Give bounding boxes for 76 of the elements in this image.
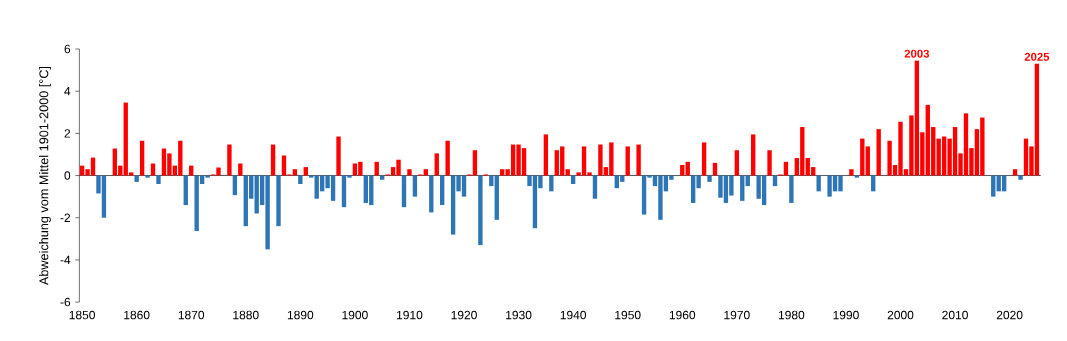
y-tick-label: 6 bbox=[64, 44, 71, 54]
bar bbox=[440, 175, 445, 206]
bar bbox=[767, 150, 772, 176]
bar bbox=[543, 134, 549, 176]
x-tick-label: 1930 bbox=[506, 310, 532, 320]
bar bbox=[789, 175, 794, 203]
bar bbox=[412, 175, 418, 197]
x-tick-label: 1960 bbox=[669, 310, 696, 320]
bar bbox=[478, 175, 483, 246]
x-tick-label: 1890 bbox=[287, 310, 314, 320]
y-tick-label: -4 bbox=[60, 255, 71, 264]
bar bbox=[865, 146, 870, 176]
x-tick-label: 1910 bbox=[397, 310, 423, 320]
y-axis-title: Abweichung vom Mittel 1901-2000 [°C] bbox=[39, 66, 51, 286]
bar bbox=[150, 163, 156, 176]
annotation: 2003 bbox=[904, 49, 930, 58]
x-tick-label: 1850 bbox=[69, 310, 95, 320]
bar bbox=[445, 140, 450, 176]
y-tick-label: -2 bbox=[60, 213, 71, 222]
bar bbox=[636, 144, 641, 176]
bar bbox=[494, 175, 499, 220]
bar bbox=[401, 175, 407, 208]
bar bbox=[303, 167, 308, 176]
x-tick-label: 1990 bbox=[833, 310, 859, 320]
bar bbox=[183, 175, 188, 206]
bar bbox=[374, 161, 379, 176]
bar bbox=[565, 169, 570, 176]
y-tick-label: 4 bbox=[64, 87, 71, 96]
bar bbox=[189, 165, 194, 176]
bar bbox=[134, 175, 139, 182]
bar bbox=[991, 175, 996, 197]
bar bbox=[227, 144, 232, 176]
bar bbox=[734, 150, 740, 176]
bar bbox=[685, 161, 690, 176]
bar bbox=[816, 175, 821, 192]
annotation: 2025 bbox=[1024, 52, 1050, 61]
x-tick-label: 1970 bbox=[724, 310, 750, 320]
bar bbox=[1018, 175, 1023, 180]
bar bbox=[625, 146, 630, 176]
bar bbox=[407, 169, 412, 176]
y-tick-label: 2 bbox=[64, 129, 71, 138]
bar bbox=[876, 129, 881, 176]
x-tick-label: 2020 bbox=[996, 310, 1023, 320]
bar bbox=[707, 175, 712, 182]
bar bbox=[276, 175, 281, 227]
y-tick-label: -6 bbox=[60, 297, 71, 307]
bar bbox=[238, 163, 243, 176]
bar bbox=[336, 136, 341, 176]
y-tick-label: 0 bbox=[64, 171, 71, 180]
bar bbox=[156, 175, 161, 184]
x-tick-label: 1880 bbox=[233, 310, 259, 320]
bar bbox=[112, 148, 118, 176]
x-tick-label: 1860 bbox=[124, 310, 150, 320]
bar bbox=[740, 175, 745, 201]
x-tick-label: 1950 bbox=[615, 310, 641, 320]
x-tick-label: 1920 bbox=[451, 310, 477, 320]
x-tick-label: 1980 bbox=[778, 310, 805, 320]
bar bbox=[270, 144, 276, 176]
bar bbox=[751, 134, 756, 176]
x-tick-label: 1940 bbox=[560, 310, 587, 320]
bar bbox=[145, 175, 150, 178]
x-tick-label: 2000 bbox=[887, 310, 914, 320]
x-tick-label: 1900 bbox=[342, 310, 368, 320]
bar bbox=[592, 175, 598, 199]
bar bbox=[549, 175, 554, 192]
bar bbox=[701, 142, 707, 176]
bar bbox=[680, 164, 685, 176]
bar bbox=[860, 138, 865, 176]
bar bbox=[1012, 169, 1018, 176]
x-tick-label: 1870 bbox=[178, 310, 205, 320]
bar bbox=[434, 153, 439, 176]
x-tick-label: 2010 bbox=[942, 310, 968, 320]
bar bbox=[712, 162, 718, 176]
bar bbox=[298, 175, 303, 184]
bar bbox=[139, 140, 145, 176]
bar bbox=[849, 169, 854, 176]
